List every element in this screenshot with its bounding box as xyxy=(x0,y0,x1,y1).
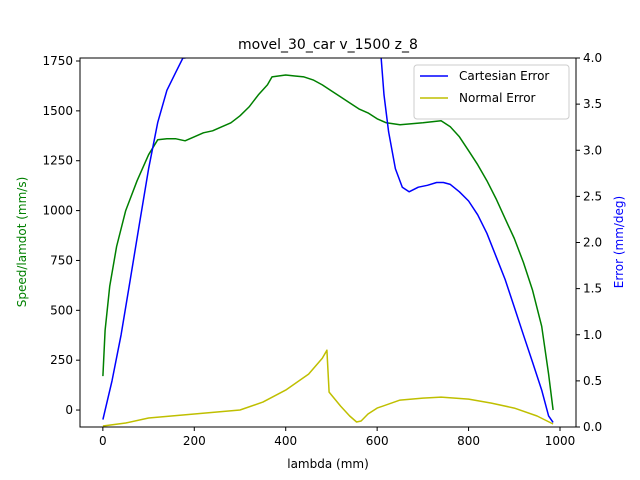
y-left-tick-label: 750 xyxy=(50,253,73,267)
series-lines xyxy=(102,58,554,427)
y-right-tick-label: 0.5 xyxy=(583,374,602,388)
legend-label: Normal Error xyxy=(459,91,536,105)
y-left-axis-title: Speed/lamdot (mm/s) xyxy=(15,177,29,308)
series-line-cartesian-error xyxy=(102,58,554,423)
y-right-tick-label: 2.0 xyxy=(583,236,602,250)
tick-marks: 0 200 400 600 800 1000 0 250 500 750 1000 1250 1500 1… xyxy=(42,51,602,448)
legend-box xyxy=(413,64,570,120)
y-left-tick-label: 500 xyxy=(50,303,73,317)
y-right-tick-label: 1.5 xyxy=(583,282,602,296)
x-axis-title: lambda (mm) xyxy=(287,457,369,471)
y-left-tick-label: 1250 xyxy=(42,154,73,168)
legend: Cartesian Error Normal Error xyxy=(413,64,570,120)
y-right-tick-label: 0.0 xyxy=(583,420,602,434)
y-left-tick-label: 1750 xyxy=(42,54,73,68)
y-right-tick-label: 2.5 xyxy=(583,189,602,203)
y-left-tick-label: 250 xyxy=(50,353,73,367)
x-tick-label: 800 xyxy=(457,434,480,448)
series-line-speed xyxy=(102,74,554,411)
x-tick-label: 1000 xyxy=(545,434,576,448)
series-line-normal-error xyxy=(102,349,554,427)
chart-title: movel_30_car v_1500 z_8 xyxy=(238,37,418,53)
y-right-axis-title: Error (mm/deg) xyxy=(612,196,626,288)
y-left-tick-label: 1000 xyxy=(42,204,73,218)
x-tick-label: 200 xyxy=(183,434,206,448)
y-right-tick-label: 3.5 xyxy=(583,97,602,111)
legend-label: Cartesian Error xyxy=(459,69,549,83)
y-right-tick-label: 3.0 xyxy=(583,143,602,157)
x-tick-label: 600 xyxy=(366,434,389,448)
y-right-tick-label: 4.0 xyxy=(583,51,602,65)
y-left-tick-label: 0 xyxy=(65,403,73,417)
y-left-tick-label: 1500 xyxy=(42,104,73,118)
y-right-tick-label: 1.0 xyxy=(583,328,602,342)
x-tick-label: 0 xyxy=(99,434,107,448)
x-tick-label: 400 xyxy=(274,434,297,448)
